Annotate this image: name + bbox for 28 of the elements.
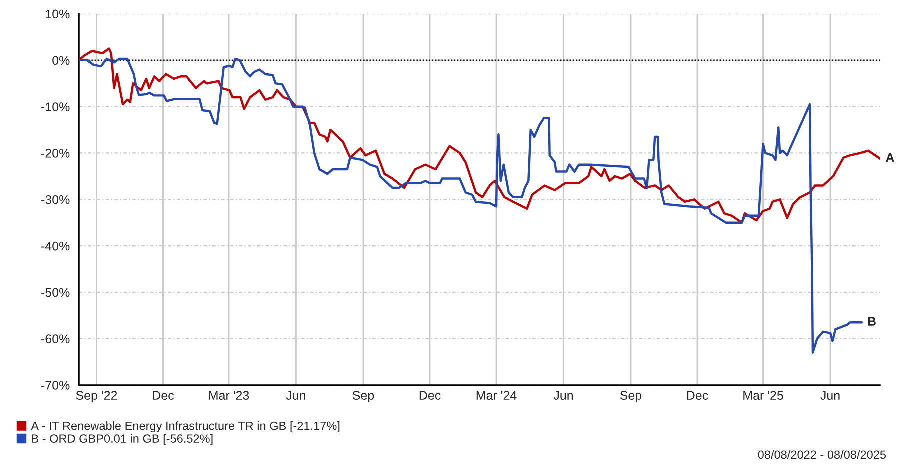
- line-series: [79, 48, 880, 224]
- x-tick-label: Mar '23: [209, 391, 250, 400]
- legend-label: A - IT Renewable Energy Infrastructure TR in GB [-21.17%]: [31, 422, 340, 433]
- annotation: B: [868, 317, 876, 326]
- line-series: [79, 58, 864, 354]
- x-tick-label: Sep: [620, 391, 642, 402]
- y-tick-label: -30%: [42, 195, 70, 204]
- y-tick-label: -40%: [42, 242, 70, 251]
- legend-label: B - ORD GBP0.01 in GB [-56.52%]: [32, 434, 213, 446]
- x-tick-label: Dec: [687, 391, 708, 400]
- x-tick-label: Jun: [820, 391, 840, 400]
- annotation: A: [886, 153, 894, 162]
- x-tick-label: Dec: [153, 391, 174, 400]
- y-tick-label: -60%: [42, 334, 70, 344]
- x-tick-label: Mar '25: [744, 391, 784, 400]
- x-tick-label: Mar '24: [476, 391, 517, 400]
- x-tick-label: Jun: [554, 391, 574, 400]
- x-tick-label: Sep '22: [76, 391, 118, 402]
- y-tick-label: -20%: [42, 149, 70, 158]
- x-tick-label: Sep: [352, 391, 374, 402]
- y-tick-label: -70%: [42, 381, 70, 390]
- y-tick-label: -50%: [42, 288, 70, 298]
- x-tick-label: Jun: [286, 391, 306, 400]
- x-tick-label: Dec: [420, 391, 441, 400]
- y-tick-label: 0%: [52, 56, 70, 66]
- y-tick-label: -10%: [42, 102, 70, 112]
- y-tick-label: 10%: [46, 10, 70, 19]
- text: 08/08/2022 - 08/08/2025: [758, 450, 886, 460]
